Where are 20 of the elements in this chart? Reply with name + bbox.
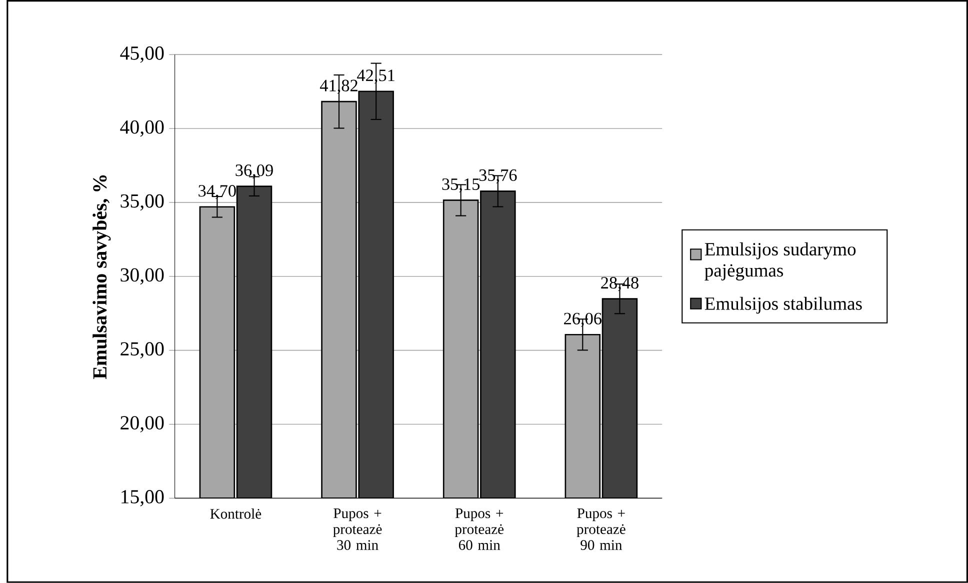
y-tick-label: 20,00 (120, 416, 164, 432)
x-tick-label: Pupos + proteazė 30 min (333, 508, 382, 550)
legend-label: Emulsijos stabilumas (704, 296, 862, 314)
data-label: 35,15 (442, 178, 480, 193)
x-tick-label: Kontrolė (210, 508, 262, 519)
y-tick-label: 35,00 (120, 194, 164, 211)
data-label: 26,06 (564, 312, 602, 327)
x-tick-label: Pupos + proteazė 90 min (576, 508, 626, 550)
data-label: 36,09 (236, 164, 273, 179)
y-tick-label: 45,00 (120, 46, 164, 63)
y-tick-label: 40,00 (120, 120, 164, 137)
y-tick-label: 25,00 (120, 342, 164, 358)
data-label: 34,70 (198, 185, 236, 200)
x-tick-label: Pupos + proteazė 60 min (454, 508, 504, 550)
y-tick-label: 30,00 (120, 268, 164, 285)
data-label: 35,76 (479, 169, 517, 184)
data-label: 28,48 (601, 277, 638, 292)
y-axis-title: Emulsavimo savybės, % (92, 175, 111, 379)
y-tick-label: 15,00 (122, 490, 164, 506)
legend-label: Emulsijos sudarymo pajėgumas (704, 242, 856, 281)
